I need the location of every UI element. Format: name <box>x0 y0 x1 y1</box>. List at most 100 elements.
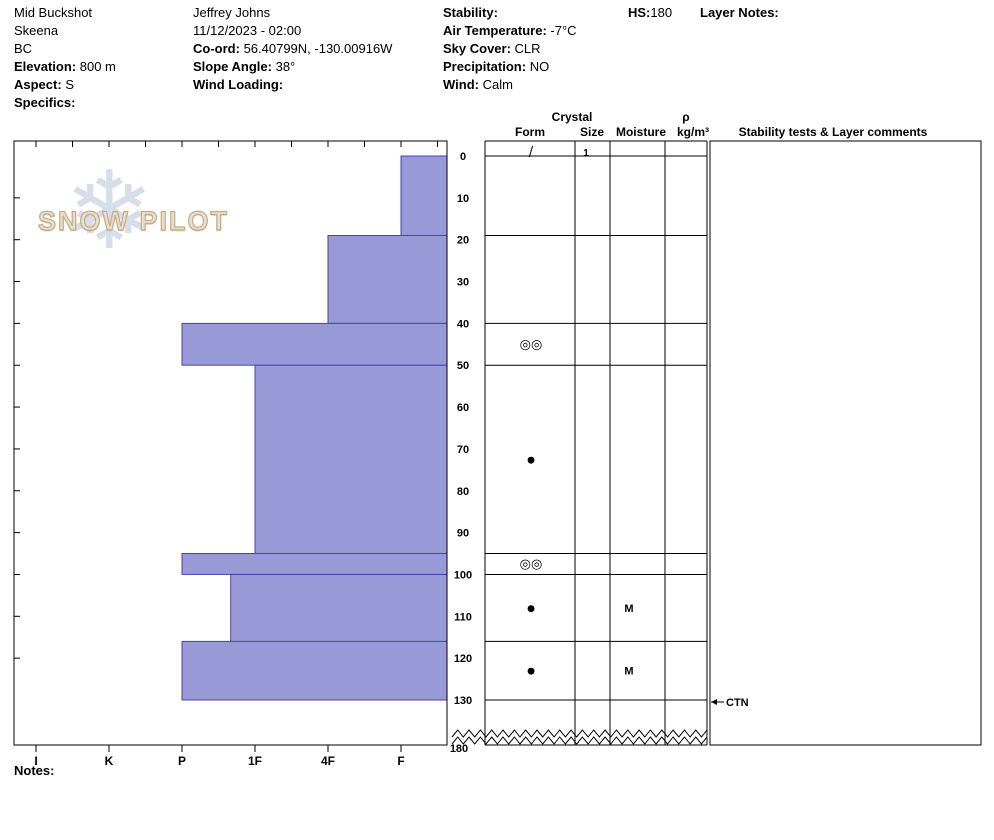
depth-label: 110 <box>454 611 472 623</box>
hardness-label: 1F <box>248 754 262 768</box>
crystal-form-symbol: ● <box>527 667 535 677</box>
elevation-value: 800 m <box>79 59 116 74</box>
depth-label: 10 <box>457 193 469 205</box>
layer-bar <box>254 364 448 555</box>
conditions-column: Stability: Air Temperature: -7°C Sky Cov… <box>443 4 577 94</box>
comments-header: Stability tests & Layer comments <box>739 125 928 139</box>
precipitation-value: NO <box>529 59 550 74</box>
layer-bar <box>327 235 448 324</box>
air-temp-value: -7°C <box>550 23 577 38</box>
stability-test-annotation: CTN <box>726 697 749 709</box>
moisture-value: M <box>624 603 633 615</box>
slope-angle-label: Slope Angle: <box>193 59 272 74</box>
depth-label: 20 <box>457 235 469 247</box>
coord-label: Co-ord: <box>193 41 240 56</box>
wind-value: Calm <box>482 77 513 92</box>
crystal-form-symbol: ◎◎ <box>520 557 543 572</box>
crystal-form-symbol: / <box>529 145 534 160</box>
depth-label: 30 <box>457 277 469 289</box>
stability-line: Stability: <box>443 4 577 22</box>
form-header: Form <box>515 125 545 139</box>
slope-angle-value: 38° <box>275 59 296 74</box>
watermark-text: SNOW PILOT <box>37 205 229 236</box>
layer-bar <box>181 322 448 366</box>
depth-label: 120 <box>454 653 472 665</box>
hardness-label: I <box>34 754 37 768</box>
hs-label: HS: <box>628 5 651 20</box>
snowflake-icon: ❄ <box>64 149 155 274</box>
observation-datetime: 11/12/2023 - 02:00 <box>193 23 302 38</box>
hardness-label: K <box>105 754 114 768</box>
air-temp-label: Air Temperature: <box>443 23 547 38</box>
depth-label: 50 <box>457 360 469 372</box>
hs-column: HS:180 <box>628 4 672 22</box>
pit-info-column: Mid Buckshot Skeena BC Elevation: 800 m … <box>14 4 116 112</box>
hardness-label: P <box>178 754 186 768</box>
aspect-label: Aspect: <box>14 77 62 92</box>
layer-bar <box>230 574 448 642</box>
hardness-plot-border <box>13 140 448 746</box>
hardness-label: F <box>397 754 404 768</box>
depth-label: 40 <box>457 318 469 330</box>
crystal-header: Crystal <box>552 110 593 124</box>
aspect-value: S <box>65 77 74 92</box>
pit-province: BC <box>14 41 33 56</box>
sky-cover-line: Sky Cover: CLR <box>443 40 577 58</box>
moisture-header: Moisture <box>616 125 666 139</box>
layer-notes-column: Layer Notes: <box>700 4 779 22</box>
layer-bar <box>181 553 448 575</box>
wind-label: Wind: <box>443 77 479 92</box>
wind-loading-line: Wind Loading: <box>193 76 392 94</box>
comments-box <box>709 140 982 746</box>
depth-break-zigzag <box>451 736 708 745</box>
crystal-form-symbol: ◎◎ <box>520 337 543 352</box>
density-symbol-header: ρ <box>682 110 689 124</box>
crystal-size-value: 1 <box>583 148 589 159</box>
wind-line: Wind: Calm <box>443 76 577 94</box>
notes-section: Notes: <box>14 763 54 778</box>
air-temp-line: Air Temperature: -7°C <box>443 22 577 40</box>
crystal-form-symbol: ● <box>527 455 535 465</box>
coord-line: Co-ord: 56.40799N, -130.00916W <box>193 40 392 58</box>
moisture-value: M <box>624 666 633 678</box>
layer-bar <box>400 155 448 236</box>
hs-line: HS:180 <box>628 4 672 22</box>
depth-label: 60 <box>457 402 469 414</box>
pit-region: Skeena <box>14 23 59 38</box>
depth-break-zigzag <box>451 729 708 738</box>
observer-column: Jeffrey Johns 11/12/2023 - 02:00 Co-ord:… <box>193 4 392 94</box>
depth-label: 90 <box>457 528 469 540</box>
layer-notes-line: Layer Notes: <box>700 4 779 22</box>
depth-label: 80 <box>457 486 469 498</box>
density-units-header: kg/m³ <box>677 125 709 139</box>
hardness-label: 4F <box>321 754 335 768</box>
depth-label: 130 <box>454 695 472 707</box>
precipitation-line: Precipitation: NO <box>443 58 577 76</box>
sky-cover-value: CLR <box>514 41 541 56</box>
elevation-line: Elevation: 800 m <box>14 58 116 76</box>
aspect-line: Aspect: S <box>14 76 116 94</box>
crystal-form-symbol: ● <box>527 604 535 614</box>
observer-name: Jeffrey Johns <box>193 5 271 20</box>
notes-label: Notes: <box>14 763 55 778</box>
hs-value: 180 <box>650 5 673 20</box>
depth-label: 0 <box>460 151 466 163</box>
depth-label: 100 <box>454 569 472 581</box>
specifics-label: Specifics: <box>14 95 76 110</box>
total-depth-label: 180 <box>450 743 468 755</box>
elevation-label: Elevation: <box>14 59 77 74</box>
snowpilot-watermark: ❄ SNOW PILOT <box>37 158 227 287</box>
sky-cover-label: Sky Cover: <box>443 41 511 56</box>
coord-value: 56.40799N, -130.00916W <box>243 41 393 56</box>
annotation-arrow-head <box>711 699 717 705</box>
specifics-line: Specifics: <box>14 94 116 112</box>
slope-angle-line: Slope Angle: 38° <box>193 58 392 76</box>
precipitation-label: Precipitation: <box>443 59 527 74</box>
size-header: Size <box>580 125 604 139</box>
layer-bar <box>181 640 448 701</box>
layer-notes-label: Layer Notes: <box>700 5 779 20</box>
pit-name: Mid Buckshot <box>14 5 93 20</box>
stability-label: Stability: <box>443 5 498 20</box>
